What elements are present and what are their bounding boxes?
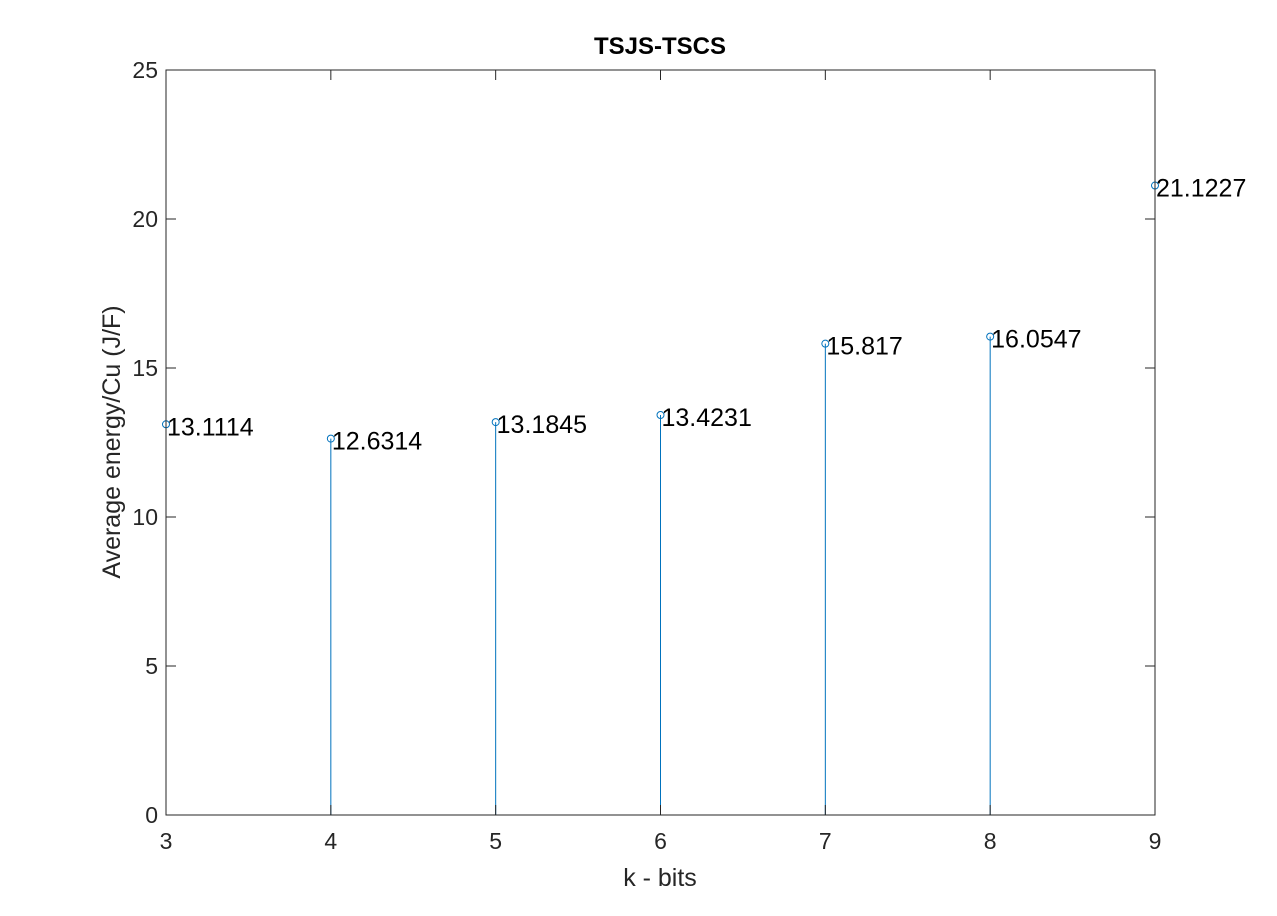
stem-marker [821,339,830,348]
stem-marker [986,332,995,341]
y-tick-label: 5 [145,653,158,679]
y-tick-label: 15 [132,355,158,381]
x-tick-label: 6 [654,828,667,854]
data-label: 21.1227 [1156,175,1246,203]
x-tick-label: 4 [324,828,337,854]
data-label: 13.4231 [662,404,752,432]
data-label: 12.6314 [332,428,422,456]
x-tick-label: 7 [819,828,832,854]
stem-marker [491,418,500,427]
x-tick-label: 8 [984,828,997,854]
stem-marker [326,434,335,443]
y-tick-label: 20 [132,206,158,232]
data-label: 13.1845 [497,411,587,439]
data-label: 15.817 [826,333,902,361]
y-axis-label: Average energy/Cu (J/F) [98,305,126,578]
x-tick-label: 5 [489,828,502,854]
y-tick-label: 0 [145,802,158,828]
axis-ticks: 3 4 5 6 7 8 9 0 5 10 15 20 25 [132,57,1161,854]
data-label: 16.0547 [991,326,1081,354]
data-label: 13.1114 [167,413,254,441]
plot-box [165,69,1156,816]
y-tick-label: 25 [132,57,158,83]
y-tick-label: 10 [132,504,158,530]
stem-marker [656,410,665,419]
x-axis-label: k - bits [623,864,697,892]
x-tick-label: 3 [160,828,173,854]
x-tick-label: 9 [1149,828,1162,854]
chart-title: TSJS-TSCS [594,33,726,60]
